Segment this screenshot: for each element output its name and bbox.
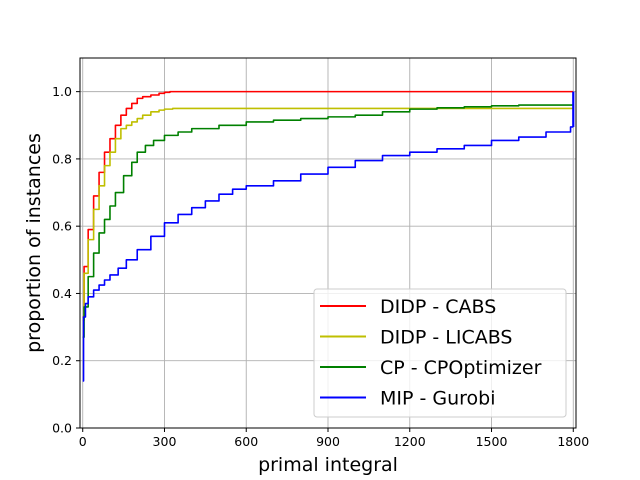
x-tick-label: 900 <box>316 434 340 449</box>
axis-ticks: 0 300 600 900 1200 1500 1800 0.0 0.2 0.4 0.6 0.8 1.0 <box>52 84 589 449</box>
legend-label: DIDP - CABS <box>380 296 496 318</box>
y-tick-label: 1.0 <box>52 84 72 99</box>
x-tick-label: 300 <box>153 434 177 449</box>
legend: DIDP - CABS DIDP - LICABS CP - CPOptimizer… <box>313 288 567 418</box>
y-axis-label: proportion of instances <box>23 133 45 353</box>
series-line-2 <box>82 104 574 338</box>
y-tick-label: 0.2 <box>52 353 72 368</box>
legend-box <box>313 288 567 418</box>
x-tick-label: 600 <box>234 434 258 449</box>
y-tick-label: 0.8 <box>52 151 72 166</box>
series-line-3 <box>82 126 574 382</box>
series-line-1 <box>82 107 574 322</box>
plot-area <box>82 90 575 382</box>
y-tick-label: 0.6 <box>52 219 72 234</box>
x-tick-label: 1500 <box>476 434 508 449</box>
series-line-0 <box>82 90 574 318</box>
legend-label: DIDP - LICABS <box>380 327 512 349</box>
legend-label: MIP - Gurobi <box>380 388 496 410</box>
x-tick-label: 0 <box>79 434 87 449</box>
x-axis-label: primal integral <box>258 454 398 476</box>
x-tick-label: 1200 <box>394 434 426 449</box>
y-tick-label: 0.0 <box>52 421 72 436</box>
y-tick-label: 0.4 <box>52 286 72 301</box>
x-tick-label: 1800 <box>557 434 589 449</box>
legend-label: CP - CPOptimizer <box>380 357 542 379</box>
